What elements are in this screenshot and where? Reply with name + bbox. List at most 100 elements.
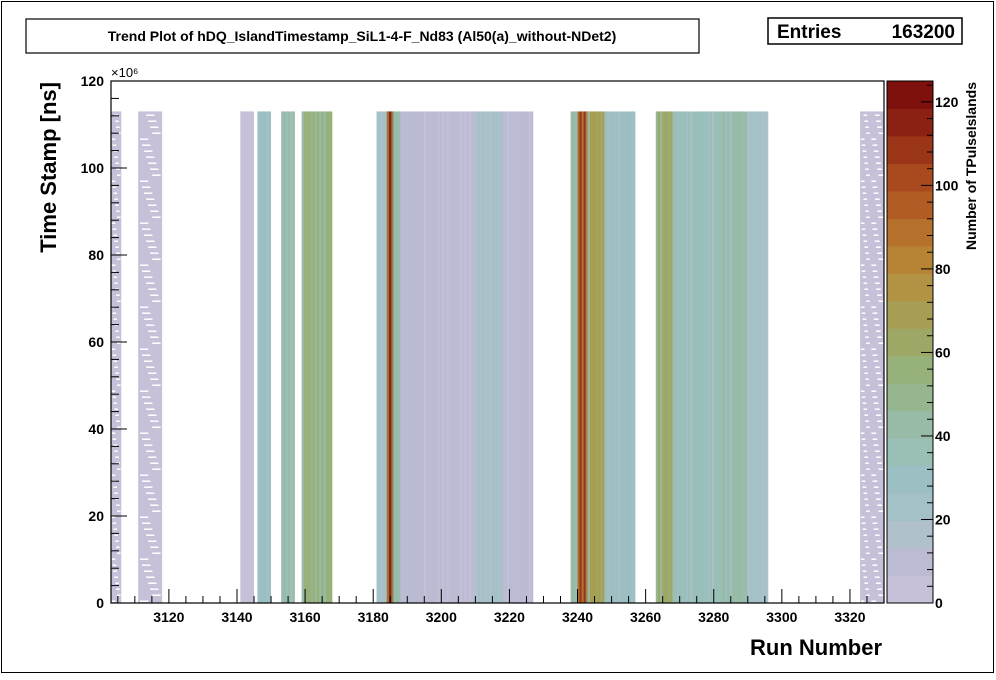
gap-mark: [862, 570, 867, 572]
gap-mark: [116, 546, 120, 548]
run-block-strip: [622, 111, 625, 603]
gap-mark: [144, 444, 153, 446]
gap-mark: [113, 402, 118, 404]
run-block-strip: [155, 111, 158, 603]
gap-mark: [860, 138, 865, 140]
color-scale-band: [887, 493, 933, 522]
gap-mark: [860, 390, 865, 392]
run-block: [393, 111, 401, 603]
gap-mark: [152, 342, 161, 344]
gap-mark: [878, 258, 884, 260]
run-block-strip: [577, 111, 580, 603]
z-tick-label: 0: [935, 595, 943, 611]
run-block-strip: [734, 111, 737, 603]
gap-mark: [872, 354, 878, 356]
gap-mark: [116, 426, 121, 428]
gap-mark: [152, 510, 161, 512]
gap-mark: [863, 324, 868, 326]
gap-mark: [148, 456, 157, 458]
gap-mark: [148, 498, 157, 500]
color-scale-band: [887, 300, 933, 329]
gap-mark: [877, 294, 882, 296]
gap-mark: [150, 252, 159, 254]
run-block-strip: [468, 111, 471, 603]
gap-mark: [866, 426, 870, 428]
run-block-strip: [266, 111, 269, 603]
run-block-strip: [475, 111, 478, 603]
gap-mark: [871, 348, 877, 350]
gap-mark: [878, 384, 884, 386]
run-block: [870, 111, 884, 603]
gap-mark: [863, 198, 868, 200]
gap-mark: [139, 474, 149, 476]
run-block-strip: [765, 111, 769, 603]
gap-mark: [863, 534, 868, 536]
run-block-strip: [398, 111, 401, 603]
run-block-strip: [879, 111, 882, 603]
run-block: [860, 111, 871, 603]
run-block-strip: [502, 111, 505, 603]
gap-mark: [874, 114, 880, 116]
gap-mark: [874, 408, 880, 410]
run-block: [747, 111, 769, 603]
gap-mark: [139, 306, 149, 308]
x-tick-label: 3300: [766, 609, 797, 625]
gap-mark: [116, 588, 120, 590]
gap-mark: [152, 216, 161, 218]
x-tick-label: 3200: [426, 609, 457, 625]
y-tick-label: 40: [88, 421, 104, 437]
run-block-strip: [257, 111, 260, 603]
x-tick-label: 3280: [698, 609, 729, 625]
gap-mark: [148, 204, 157, 206]
run-block-strip: [301, 111, 304, 603]
gap-mark: [874, 282, 880, 284]
gap-mark: [874, 450, 880, 452]
run-block-strip: [690, 111, 693, 603]
run-block-strip: [570, 111, 573, 603]
gap-mark: [864, 372, 868, 374]
run-block: [604, 111, 636, 603]
run-block-strip: [716, 111, 719, 603]
gap-mark: [150, 294, 159, 296]
gap-mark: [877, 504, 882, 506]
gap-mark: [874, 366, 880, 368]
gap-mark: [865, 462, 869, 464]
gap-mark: [146, 114, 155, 116]
z-tick-label: 60: [935, 344, 951, 360]
gap-mark: [112, 312, 117, 314]
run-block-strip: [868, 111, 871, 603]
gap-mark: [878, 342, 884, 344]
gap-mark: [871, 516, 877, 518]
gap-mark: [874, 576, 880, 578]
gap-mark: [113, 444, 118, 446]
gap-mark: [146, 156, 155, 158]
gap-mark: [112, 228, 117, 230]
gap-mark: [876, 540, 881, 542]
gap-mark: [139, 558, 149, 560]
gap-mark: [871, 474, 877, 476]
gap-mark: [139, 390, 149, 392]
gap-mark: [144, 192, 153, 194]
gap-mark: [864, 414, 868, 416]
gap-mark: [876, 120, 881, 122]
gap-mark: [876, 204, 881, 206]
gap-mark: [142, 396, 151, 398]
gap-mark: [863, 240, 868, 242]
gap-mark: [864, 540, 868, 542]
run-block-strip: [707, 111, 710, 603]
run-block-strip: [747, 111, 751, 603]
run-block: [400, 111, 425, 603]
gap-mark: [150, 210, 159, 212]
color-scale-band: [887, 81, 933, 109]
gap-mark: [142, 564, 151, 566]
gap-mark: [115, 288, 119, 290]
run-block-strip: [498, 111, 501, 603]
gap-mark: [111, 558, 116, 560]
color-scale-band: [887, 410, 933, 439]
gap-mark: [115, 246, 119, 248]
gap-mark: [871, 432, 877, 434]
gap-mark: [152, 300, 161, 302]
gap-mark: [111, 474, 116, 476]
gap-mark: [877, 168, 882, 170]
gap-mark: [150, 168, 159, 170]
